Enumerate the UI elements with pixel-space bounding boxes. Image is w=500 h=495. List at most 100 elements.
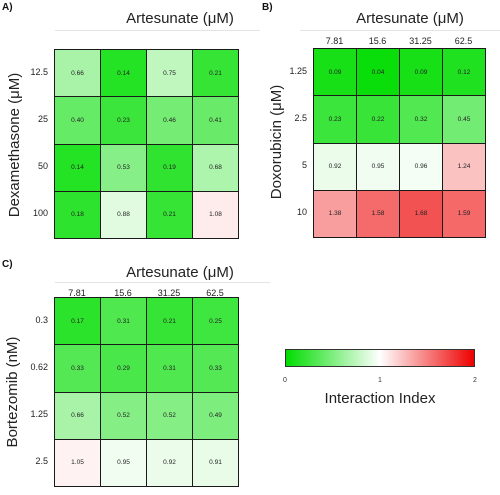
heatmap-cell: 0.23 <box>100 96 147 145</box>
heatmap-cell: 0.14 <box>100 49 147 98</box>
heatmap-cell: 0.75 <box>146 49 193 98</box>
cell-value-label: 0.95 <box>117 459 130 467</box>
legend-colorbar <box>285 349 475 367</box>
heatmap-cell: 0.52 <box>146 391 193 440</box>
x-axis-title: Artesunate (μM) <box>126 264 234 281</box>
heatmap-cell: 0.14 <box>54 143 101 192</box>
cell-value-label: 0.49 <box>209 412 222 420</box>
cell-value-label: 0.29 <box>117 364 130 372</box>
cell-value-label: 1.38 <box>328 210 342 218</box>
cell-value-label: 0.33 <box>209 364 222 372</box>
heatmap-cell: 0.46 <box>146 96 193 145</box>
heatmap-cell: 1.05 <box>54 438 101 487</box>
y-tick-label: 1.25 <box>30 409 48 420</box>
panel-label: A) <box>2 2 13 13</box>
cell-value-label: 0.19 <box>163 164 176 172</box>
heatmap-cell: 0.29 <box>100 344 147 393</box>
heatmap-cell: 0.41 <box>192 96 239 145</box>
heatmap-cell: 0.17 <box>54 297 101 346</box>
heatmap-cell: 0.33 <box>192 344 239 393</box>
cell-value-label: 1.58 <box>371 210 385 218</box>
heatmap-cell: 0.04 <box>356 48 400 97</box>
heatmap-cell: 0.31 <box>100 297 147 346</box>
heatmap-cell: 0.96 <box>399 142 443 191</box>
cell-value-label: 0.91 <box>209 459 222 467</box>
heatmap-cell: 0.52 <box>100 391 147 440</box>
x-tick-label: 31.25 <box>409 36 432 46</box>
cell-value-label: 0.46 <box>163 116 176 124</box>
y-axis-title: Doxorubicin (μM) <box>268 84 285 200</box>
heatmap-cell: 0.95 <box>356 142 400 191</box>
cell-value-label: 0.09 <box>414 68 428 76</box>
heatmap-cell: 0.88 <box>100 190 147 239</box>
cell-value-label: 0.52 <box>163 412 176 420</box>
cell-value-label: 0.14 <box>117 69 130 77</box>
cell-value-label: 0.12 <box>457 68 471 76</box>
cell-value-label: 0.17 <box>71 317 84 325</box>
heatmap-cell: 0.68 <box>192 143 239 192</box>
y-tick-label: 2.5 <box>294 112 307 123</box>
x-tick-label: 31.25 <box>157 288 181 298</box>
cell-value-label: 0.68 <box>209 164 222 172</box>
cell-value-label: 0.45 <box>457 115 471 123</box>
cell-value-label: 0.95 <box>371 163 385 171</box>
heatmap-cell: 0.31 <box>146 344 193 393</box>
cell-value-label: 0.25 <box>209 317 222 325</box>
x-tick-label: 62.5 <box>454 36 473 46</box>
heatmap-cell: 0.66 <box>54 49 101 98</box>
heatmap-cell: 0.09 <box>313 48 357 97</box>
x-tick-label: 7.81 <box>325 36 344 46</box>
y-axis-title: Dexamethasone (μM) <box>6 72 23 218</box>
legend-title: Interaction Index <box>324 390 436 407</box>
y-tick-label: 5 <box>301 160 307 171</box>
heatmap-cell: 0.33 <box>54 344 101 393</box>
cell-value-label: 0.53 <box>117 164 130 172</box>
y-tick-label: 25 <box>37 113 48 124</box>
cell-value-label: 0.21 <box>163 317 176 325</box>
y-tick-label: 12.5 <box>30 66 48 77</box>
heatmap-cell: 1.38 <box>313 189 357 238</box>
cell-value-label: 0.32 <box>414 115 428 123</box>
heatmap-cell: 0.95 <box>100 438 147 487</box>
cell-value-label: 0.92 <box>163 459 176 467</box>
cell-value-label: 0.31 <box>163 364 176 372</box>
heatmap-cell: 0.09 <box>399 48 443 97</box>
title-separator <box>55 30 260 31</box>
y-tick-label: 0.62 <box>30 361 48 372</box>
heatmap-cell: 0.18 <box>54 190 101 239</box>
cell-value-label: 0.22 <box>371 115 385 123</box>
cell-value-label: 0.92 <box>328 163 342 171</box>
legend-tick-0: 0 <box>283 377 287 384</box>
heatmap-cell: 0.25 <box>192 297 239 346</box>
cell-value-label: 0.23 <box>328 115 342 123</box>
heatmap-cell: 1.24 <box>442 142 486 191</box>
heatmap-cell: 0.12 <box>442 48 486 97</box>
cell-value-label: 0.14 <box>71 164 84 172</box>
panel-label: C) <box>2 259 13 270</box>
cell-value-label: 1.68 <box>414 210 428 218</box>
y-tick-label: 10 <box>296 207 307 218</box>
heatmap-cell: 1.68 <box>399 189 443 238</box>
heatmap-cell: 0.66 <box>54 391 101 440</box>
y-tick-label: 0.3 <box>35 314 48 325</box>
cell-value-label: 0.40 <box>71 116 84 124</box>
heatmap-cell: 1.59 <box>442 189 486 238</box>
heatmap-cell: 1.08 <box>192 190 239 239</box>
heatmap-cell: 0.32 <box>399 95 443 144</box>
heatmap-cell: 0.21 <box>192 49 239 98</box>
cell-value-label: 1.05 <box>71 459 84 467</box>
heatmap-cell: 0.19 <box>146 143 193 192</box>
cell-value-label: 0.88 <box>117 211 130 219</box>
x-tick-label: 7.81 <box>68 288 86 298</box>
x-tick-label: 15.6 <box>368 36 387 46</box>
heatmap-cell: 0.22 <box>356 95 400 144</box>
y-tick-label: 1.25 <box>289 65 307 76</box>
legend-tick-1: 1 <box>378 377 382 384</box>
y-tick-label: 50 <box>37 161 48 172</box>
y-tick-label: 2.5 <box>35 456 48 467</box>
title-separator <box>55 282 270 283</box>
heatmap-cell: 0.40 <box>54 96 101 145</box>
cell-value-label: 0.31 <box>117 317 130 325</box>
heatmap-cell: 0.92 <box>313 142 357 191</box>
cell-value-label: 0.66 <box>71 69 84 77</box>
